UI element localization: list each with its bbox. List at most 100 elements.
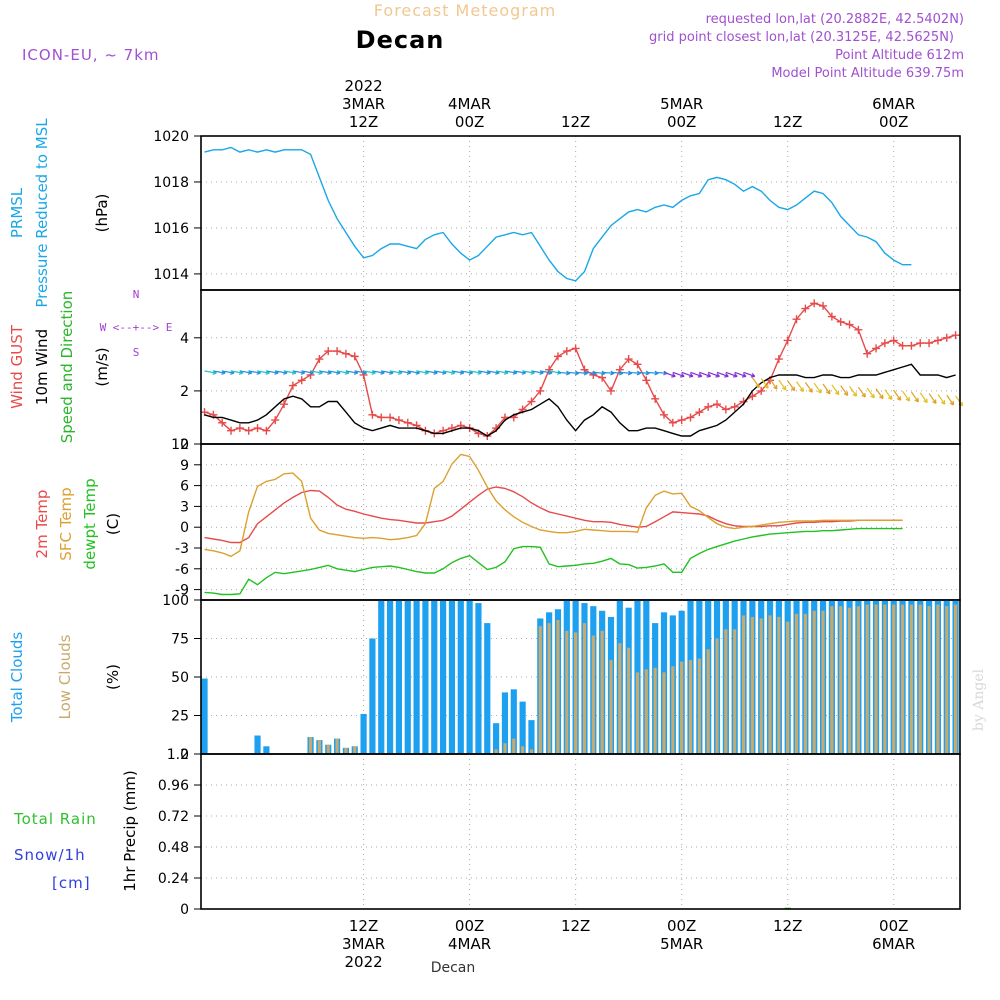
precip-ytick-label: 0.24: [158, 871, 189, 887]
pressure-line: [204, 146, 912, 282]
wind-direction-arrow: [204, 370, 217, 374]
time-label-bottom: 12Z: [773, 917, 802, 935]
wind-direction-arrow: [425, 370, 438, 374]
wind-direction-arrowhead: [764, 384, 769, 389]
low-cloud-bar: [768, 615, 772, 754]
y-axis-label: (%): [104, 664, 122, 690]
gust-marker: [907, 341, 916, 350]
panel-pressure: 1014 1016 1018 1020: [153, 129, 961, 291]
wind-direction-arrow: [866, 387, 875, 399]
low-cloud-bar: [308, 737, 313, 754]
y-axis-label: Pressure Reduced to MSL: [33, 118, 51, 308]
wind-direction-arrow: [451, 370, 464, 374]
wind-direction-arrow: [681, 371, 694, 377]
gust-marker: [624, 355, 633, 364]
wind-direction-arrowhead: [706, 373, 712, 378]
low-cloud-bar: [494, 749, 498, 754]
wind-direction-arrow: [496, 370, 509, 374]
wind-direction-arrow: [725, 371, 738, 377]
low-cloud-bar: [733, 629, 737, 754]
wind-direction-arrowhead: [843, 391, 849, 396]
wind-ytick-label: 0: [180, 437, 189, 453]
low-cloud-bar: [856, 606, 860, 754]
total-cloud-bar: [413, 600, 420, 754]
time-label-top: 00Z: [667, 113, 696, 131]
y-axis-label: (hPa): [93, 194, 111, 233]
watermark: by Angel: [971, 668, 987, 731]
wind-direction-arrowhead: [781, 385, 787, 391]
wind-direction-arrowhead: [879, 394, 884, 400]
total-cloud-bar: [395, 600, 403, 754]
wind-direction-arrowhead: [715, 373, 720, 378]
pressure-ytick-label: 1016: [153, 221, 189, 237]
precip-frame: [200, 753, 961, 910]
time-label-top: 12Z: [561, 113, 590, 131]
gust-marker: [297, 376, 306, 385]
wind-direction-arrowhead: [808, 388, 813, 393]
wind-direction-arrow: [531, 370, 544, 374]
gust-marker: [677, 416, 686, 425]
wind-direction-arrowhead: [923, 398, 928, 404]
wind-direction-arrow: [628, 371, 641, 374]
total-cloud-bar: [510, 689, 517, 754]
wind-direction-arrowhead: [755, 383, 760, 388]
low-cloud-bar: [671, 666, 675, 754]
low-cloud-bar: [565, 630, 569, 754]
gust-marker: [951, 331, 960, 340]
grid-point-coords: grid point closest lon,lat (20.3125E, 42…: [649, 30, 954, 45]
wind-direction-arrow: [266, 370, 279, 374]
wind-direction-arrow: [319, 370, 332, 374]
wind-direction-arrowhead: [697, 373, 703, 378]
gust-marker: [801, 304, 810, 313]
pressure-ytick-label: 1014: [153, 267, 189, 283]
low-cloud-bar: [786, 621, 790, 754]
wind-direction-arrow: [610, 371, 623, 374]
wind-direction-arrowhead: [671, 373, 676, 378]
gust-line: [204, 302, 956, 437]
gust-marker: [271, 416, 280, 425]
gust-marker: [386, 413, 395, 422]
low-cloud-bar: [591, 635, 595, 754]
time-label-bottom: 5MAR: [660, 935, 703, 953]
clouds-ytick-label: 100: [162, 593, 189, 609]
wind-direction-arrowhead: [773, 385, 778, 390]
wind-direction-arrow: [398, 370, 411, 374]
wind-direction-arrow: [354, 370, 367, 374]
gust-marker: [333, 347, 342, 356]
low-cloud-bar: [794, 613, 799, 754]
total-cloud-bar: [501, 692, 509, 754]
temperature-ytick-label: -6: [175, 562, 189, 578]
gust-marker: [898, 341, 907, 350]
gust-marker: [845, 320, 854, 329]
gust-marker: [933, 336, 942, 345]
low-cloud-bar: [724, 629, 728, 754]
low-cloud-bar: [317, 740, 321, 754]
low-cloud-bar: [618, 643, 622, 754]
wind-direction-arrow: [301, 370, 314, 374]
wind-direction-arrow: [804, 382, 813, 393]
low-cloud-bar: [538, 626, 542, 754]
wind-direction-arrow: [283, 370, 296, 374]
time-label-bottom: 00Z: [667, 917, 696, 935]
time-label-top: 4MAR: [448, 95, 491, 113]
wind-direction-arrow: [602, 371, 615, 374]
gust-marker: [553, 352, 562, 361]
wind-direction-arrow: [248, 370, 261, 374]
wind-direction-arrow: [407, 370, 420, 374]
wind-direction-arrowhead: [940, 400, 946, 405]
low-cloud-bar: [644, 669, 648, 754]
wind-direction-arrow: [310, 370, 323, 374]
y-axis-label: Speed and Direction: [58, 291, 76, 444]
wind-direction-arrowhead: [817, 388, 822, 394]
total-cloud-bar: [369, 638, 376, 754]
wind-direction-arrow: [513, 370, 526, 374]
wind-direction-arrow: [584, 371, 597, 374]
wind-direction-arrow: [875, 388, 884, 399]
wind-direction-arrowhead: [724, 373, 729, 378]
wind-direction-arrow: [884, 389, 893, 400]
low-cloud-bar: [953, 604, 958, 754]
low-cloud-bar: [688, 660, 693, 754]
gust-marker: [757, 386, 766, 395]
total-cloud-bar: [254, 735, 261, 754]
